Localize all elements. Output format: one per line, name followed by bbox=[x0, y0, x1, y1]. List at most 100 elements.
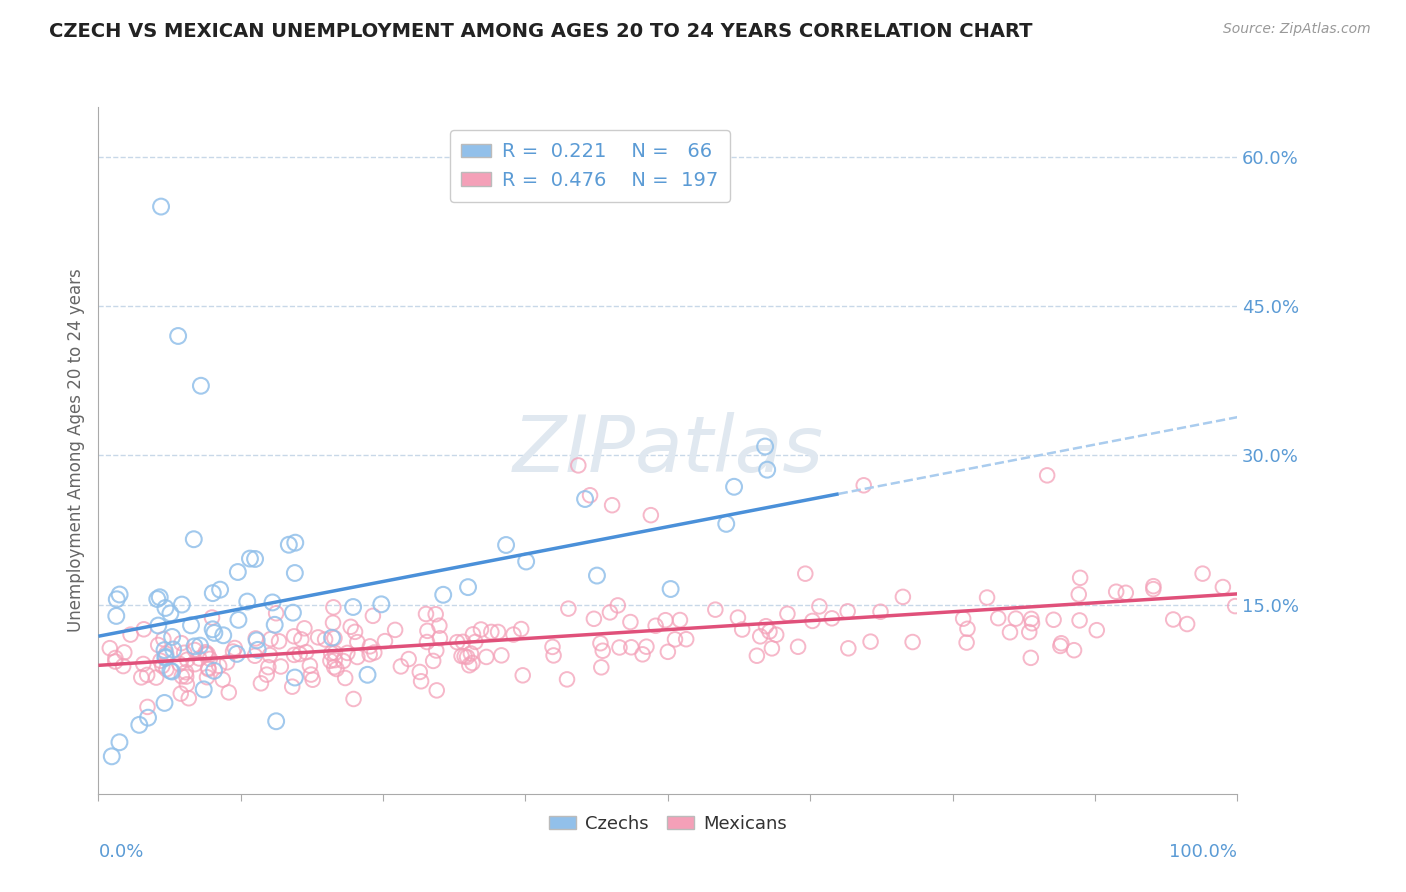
Point bbox=[218, 685, 240, 699]
Point bbox=[225, 647, 247, 661]
Point bbox=[155, 662, 177, 676]
Point bbox=[460, 647, 482, 661]
Point bbox=[104, 651, 127, 665]
Point bbox=[162, 642, 184, 657]
Point bbox=[952, 612, 974, 626]
Point bbox=[136, 699, 159, 714]
Point bbox=[283, 629, 305, 643]
Point bbox=[288, 647, 311, 661]
Point bbox=[104, 655, 127, 669]
Point bbox=[149, 591, 172, 605]
Point bbox=[197, 662, 219, 676]
Point bbox=[425, 643, 447, 657]
Point bbox=[659, 582, 682, 596]
Point bbox=[1212, 580, 1234, 594]
Point bbox=[555, 673, 578, 687]
Point bbox=[411, 674, 433, 689]
Point bbox=[194, 647, 217, 661]
Point bbox=[450, 648, 472, 663]
Point bbox=[250, 676, 273, 690]
Point bbox=[257, 660, 280, 674]
Point bbox=[314, 632, 336, 647]
Point bbox=[543, 648, 565, 663]
Point bbox=[664, 632, 686, 647]
Point bbox=[170, 598, 193, 612]
Point bbox=[150, 659, 173, 673]
Point bbox=[1050, 636, 1073, 650]
Point bbox=[267, 634, 290, 648]
Point bbox=[415, 607, 437, 621]
Point bbox=[723, 480, 745, 494]
Point bbox=[176, 677, 198, 691]
Point bbox=[246, 643, 269, 657]
Point bbox=[416, 624, 439, 638]
Point bbox=[749, 629, 772, 643]
Point bbox=[704, 602, 727, 616]
Point bbox=[319, 654, 342, 668]
Point bbox=[346, 635, 368, 649]
Point bbox=[756, 463, 779, 477]
Point bbox=[586, 568, 609, 582]
Point bbox=[211, 673, 233, 687]
Point bbox=[456, 649, 478, 664]
Point bbox=[451, 635, 474, 649]
Point bbox=[159, 607, 181, 621]
Point bbox=[259, 648, 281, 662]
Point bbox=[188, 639, 211, 653]
Point bbox=[1021, 616, 1043, 631]
Point bbox=[307, 631, 329, 645]
Point bbox=[239, 551, 262, 566]
Point bbox=[270, 659, 292, 673]
Text: Source: ZipAtlas.com: Source: ZipAtlas.com bbox=[1223, 22, 1371, 37]
Point bbox=[201, 586, 224, 600]
Point bbox=[332, 654, 354, 668]
Point bbox=[226, 565, 249, 579]
Point bbox=[209, 582, 232, 597]
Point bbox=[108, 587, 131, 601]
Point bbox=[731, 623, 754, 637]
Point bbox=[464, 635, 486, 649]
Point bbox=[183, 533, 205, 547]
Point bbox=[128, 718, 150, 732]
Point bbox=[998, 625, 1021, 640]
Point bbox=[599, 606, 621, 620]
Point bbox=[148, 638, 170, 652]
Point bbox=[987, 611, 1010, 625]
Point bbox=[264, 607, 287, 621]
Point bbox=[859, 634, 882, 648]
Point bbox=[654, 613, 676, 627]
Point bbox=[224, 640, 246, 655]
Point bbox=[1161, 612, 1184, 626]
Point bbox=[515, 554, 537, 568]
Point bbox=[837, 641, 859, 656]
Point bbox=[675, 632, 697, 647]
Point bbox=[458, 658, 481, 673]
Point bbox=[129, 670, 152, 684]
Point bbox=[631, 648, 654, 662]
Point bbox=[323, 660, 346, 674]
Point bbox=[236, 594, 259, 608]
Point bbox=[425, 607, 447, 622]
Point bbox=[1085, 623, 1108, 637]
Point bbox=[1069, 614, 1091, 628]
Point bbox=[245, 632, 267, 646]
Point bbox=[201, 623, 224, 637]
Point bbox=[176, 653, 198, 667]
Point bbox=[194, 645, 217, 659]
Point bbox=[422, 654, 444, 668]
Point bbox=[761, 641, 783, 656]
Point bbox=[852, 478, 875, 492]
Point bbox=[592, 644, 614, 658]
Point bbox=[644, 619, 666, 633]
Point bbox=[574, 491, 596, 506]
Point bbox=[322, 600, 344, 615]
Point bbox=[173, 646, 195, 660]
Point bbox=[582, 612, 605, 626]
Point bbox=[636, 640, 658, 654]
Point bbox=[323, 631, 346, 645]
Point bbox=[389, 659, 412, 673]
Point bbox=[510, 622, 533, 636]
Point bbox=[657, 645, 679, 659]
Point bbox=[322, 615, 344, 630]
Text: 0.0%: 0.0% bbox=[98, 843, 143, 862]
